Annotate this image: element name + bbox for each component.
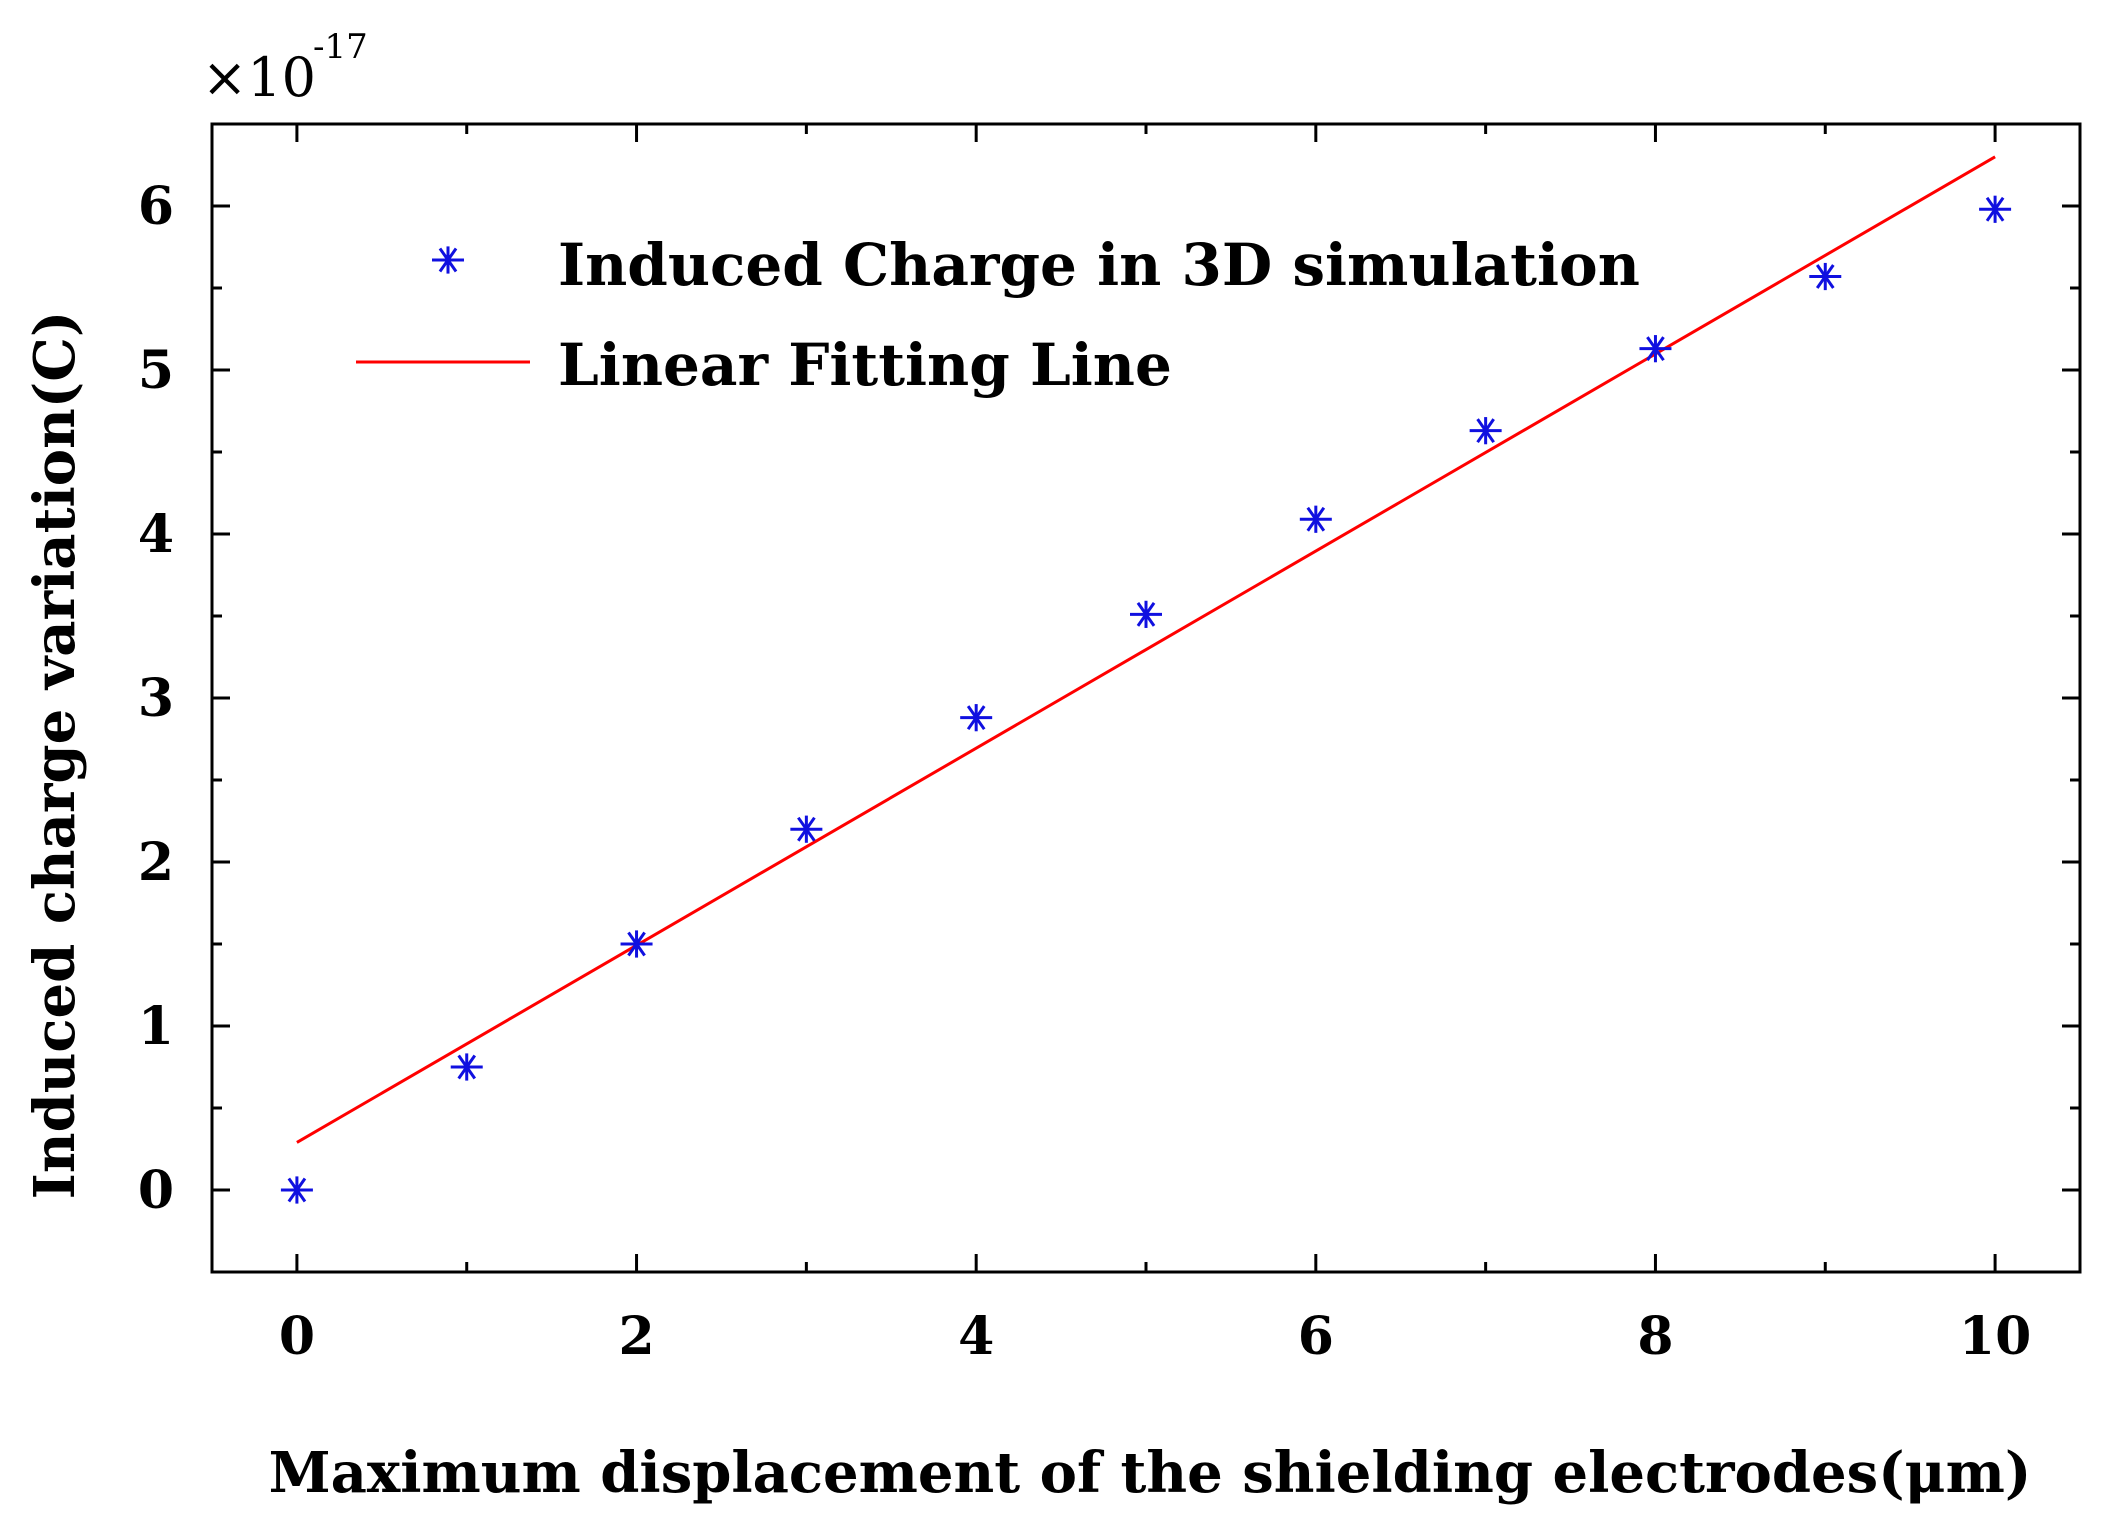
legend: Induced Charge in 3D simulation Linear F… (356, 231, 1640, 399)
y-tick-label: 2 (138, 832, 174, 893)
y-multiplier-label: ×10 (202, 46, 316, 109)
data-point (1299, 505, 1332, 533)
x-axis-ticks: 0 2 4 6 8 10 (279, 124, 2031, 1367)
legend-asterisk (432, 246, 464, 274)
x-tick-label: 8 (1637, 1306, 1673, 1367)
y-tick-label: 4 (138, 504, 174, 565)
data-point (620, 930, 653, 958)
data-point (450, 1053, 483, 1081)
series-layer (280, 155, 2012, 1204)
data-point (1979, 195, 2012, 223)
x-tick-label: 4 (958, 1306, 994, 1367)
y-axis-ticks: 0 1 2 3 4 5 6 (138, 176, 2080, 1221)
y-tick-label: 5 (138, 340, 174, 401)
y-tick-label: 6 (138, 176, 174, 237)
data-point (790, 815, 823, 843)
data-point (1639, 335, 1672, 363)
data-point (280, 1176, 313, 1204)
y-tick-label: 3 (138, 668, 174, 729)
y-multiplier-exponent: -17 (313, 27, 368, 67)
y-tick-label: 0 (138, 1160, 174, 1221)
data-point (1130, 600, 1162, 628)
x-tick-label: 10 (1959, 1306, 2031, 1367)
data-point (960, 704, 993, 732)
x-tick-label: 6 (1298, 1306, 1334, 1367)
x-axis-title: Maximum displacement of the shielding el… (269, 1440, 2032, 1506)
legend-label-scatter: Induced Charge in 3D simulation (558, 231, 1640, 299)
data-point (1469, 417, 1502, 445)
x-tick-label: 0 (279, 1306, 315, 1367)
y-tick-label: 1 (138, 996, 174, 1057)
legend-marker-scatter (432, 246, 464, 274)
x-tick-label: 2 (618, 1306, 654, 1367)
y-axis-title: Induced charge variation(C) (22, 311, 88, 1200)
legend-label-line: Linear Fitting Line (558, 331, 1172, 399)
data-point (1809, 262, 1842, 291)
linear-fit-line (296, 155, 1996, 1144)
